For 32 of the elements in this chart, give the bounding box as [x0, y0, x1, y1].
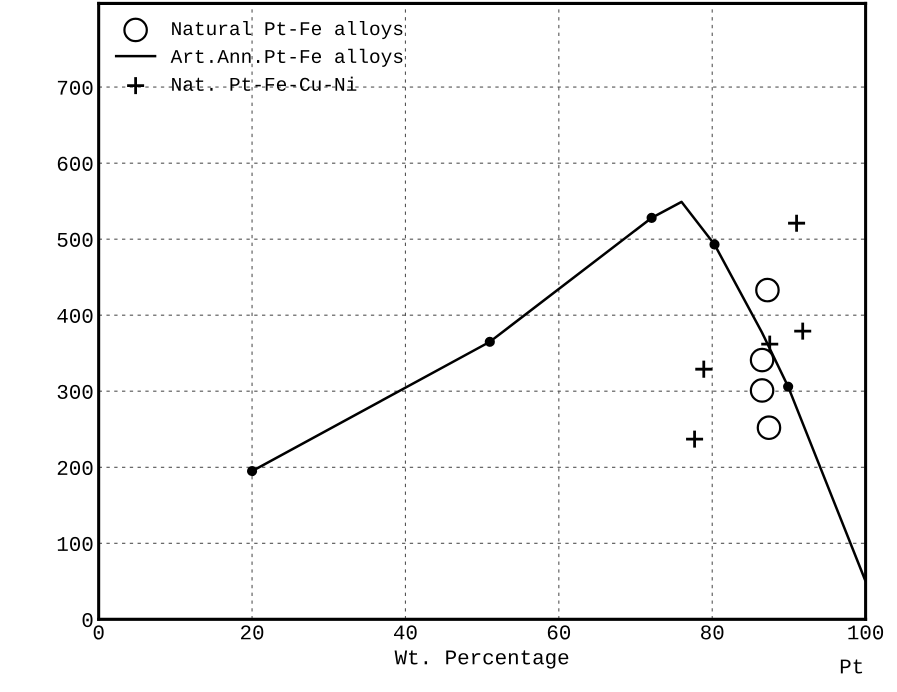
x-tick-label: 60: [548, 625, 570, 640]
x-tick-label: 80: [701, 625, 724, 640]
point: [684, 429, 704, 450]
y-tick-label: 0: [82, 612, 93, 628]
y-tick-label: 200: [58, 460, 93, 476]
point: [750, 348, 774, 372]
point: [792, 321, 813, 342]
y-tick-label: 400: [57, 308, 93, 323]
legend-label: Nat. Pt-Fe-Cu-Ni: [172, 76, 356, 91]
y-tick-label: 100: [58, 536, 93, 552]
x-tick-label: 100: [848, 625, 884, 640]
point: [484, 336, 495, 347]
point: [709, 239, 720, 250]
point: [783, 382, 794, 392]
x-tick-label: 0: [94, 625, 104, 640]
x-tick-label: 20: [241, 625, 264, 640]
point: [786, 213, 806, 234]
point: [246, 466, 258, 476]
point: [755, 278, 780, 302]
legend-label: Art.Ann.Pt-Fe alloys: [170, 48, 402, 67]
text: Pt: [840, 659, 862, 674]
point: [646, 212, 657, 223]
point: [694, 359, 714, 380]
y-tick-label: 600: [58, 156, 93, 171]
legend-label: Natural Pt-Fe alloys: [172, 20, 402, 40]
point: [756, 415, 782, 440]
point: [750, 378, 774, 403]
y-tick-label: 300: [58, 384, 93, 399]
x-axis-title: Wt. Percentage: [394, 650, 568, 669]
y-tick-label: 700: [58, 80, 93, 95]
y-tick-label: 500: [58, 232, 93, 247]
x-tick-label: 40: [394, 625, 417, 640]
